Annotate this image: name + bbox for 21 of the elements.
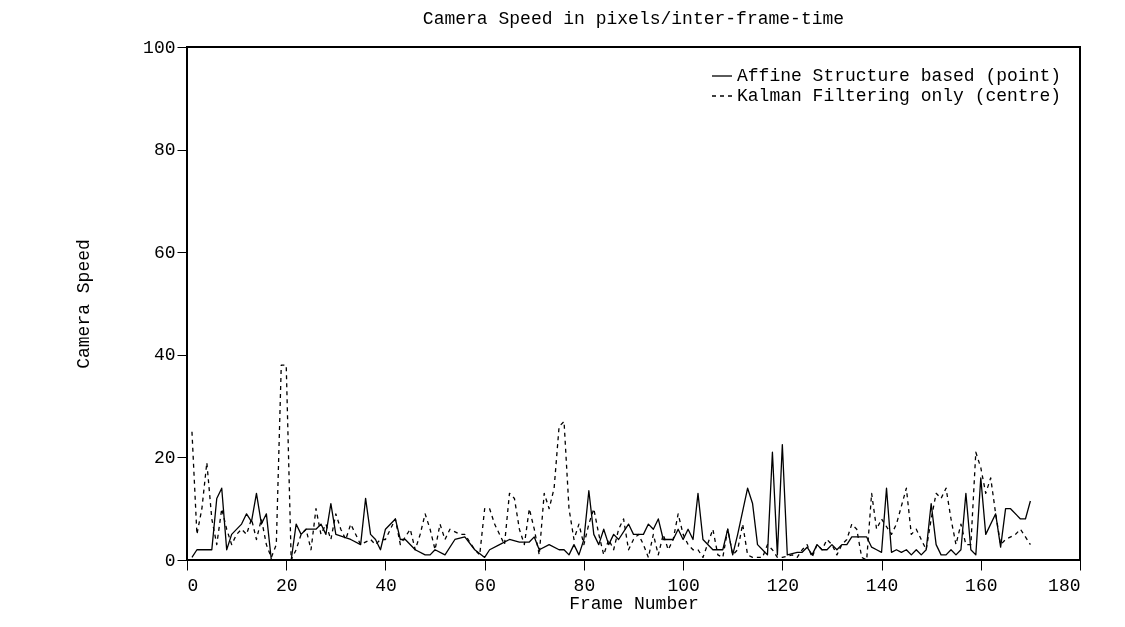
y-tick-label: 80 bbox=[153, 140, 176, 161]
x-tick-label: 40 bbox=[375, 575, 397, 596]
y-tick-label: 20 bbox=[153, 447, 176, 468]
x-tick-label: 20 bbox=[275, 575, 298, 596]
x-tick-label: 80 bbox=[573, 575, 596, 596]
x-tick-label: 120 bbox=[766, 575, 800, 596]
x-tick-label: 60 bbox=[474, 575, 496, 596]
y-tick-label: 60 bbox=[153, 242, 176, 263]
x-tick-label: 180 bbox=[1048, 575, 1081, 596]
y-axis-title: Camera Speed bbox=[74, 239, 95, 369]
chart-title: Camera Speed in pixels/inter-frame-time bbox=[422, 9, 845, 29]
x-tick-label: 140 bbox=[865, 575, 899, 596]
x-tick-label: 0 bbox=[187, 575, 199, 596]
y-tick-label: 40 bbox=[153, 345, 176, 366]
y-tick-label: 0 bbox=[164, 550, 176, 571]
x-tick-label: 160 bbox=[965, 575, 998, 596]
legend-label: Kalman Filtering only (centre) bbox=[737, 86, 1062, 106]
x-axis-title: Frame Number bbox=[569, 593, 699, 614]
y-tick-label: 100 bbox=[143, 37, 176, 58]
x-tick-label: 100 bbox=[667, 575, 700, 596]
legend-label: Affine Structure based (point) bbox=[737, 66, 1062, 86]
